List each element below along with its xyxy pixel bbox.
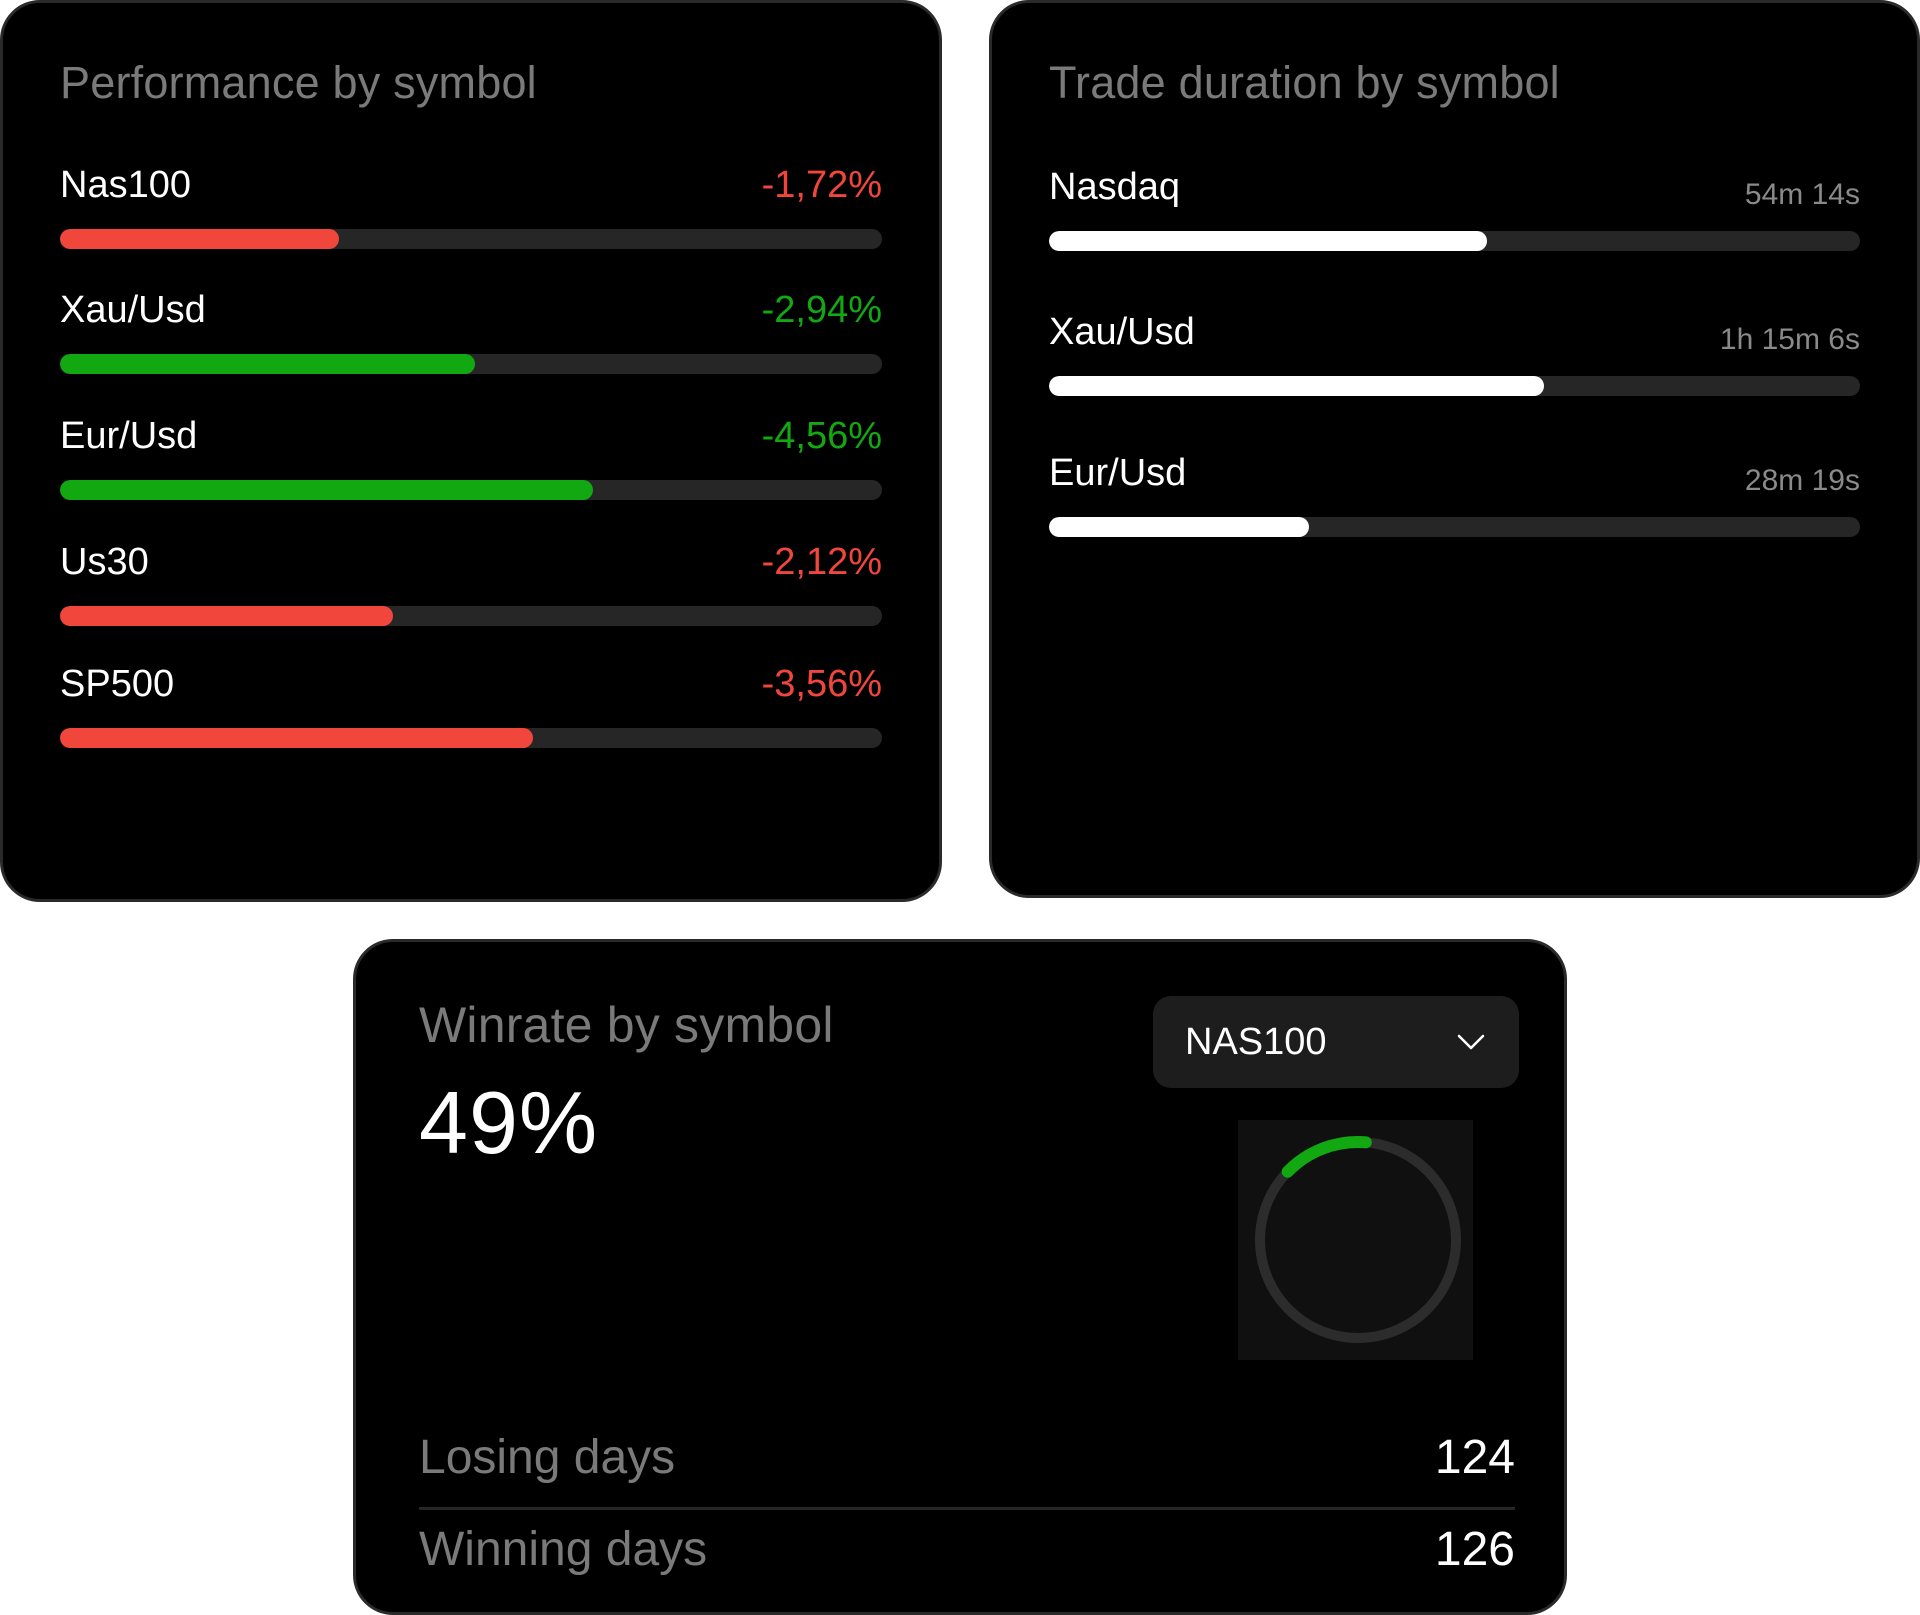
divider <box>419 1507 1515 1510</box>
duration-value: 28m 19s <box>1744 464 1860 497</box>
performance-value: -1,72% <box>761 164 882 206</box>
symbol-dropdown-value: NAS100 <box>1185 1021 1327 1063</box>
gauge-arc <box>1281 1136 1372 1178</box>
bar-track <box>60 728 882 748</box>
stat-value: 124 <box>1434 1431 1515 1484</box>
performance-value: -3,56% <box>761 663 882 705</box>
duration-value: 54m 14s <box>1744 178 1860 211</box>
duration-value: 1h 15m 6s <box>1719 323 1860 356</box>
chevron-down-icon <box>1457 1034 1485 1050</box>
bar-fill <box>1049 231 1487 251</box>
bar-fill <box>60 606 393 626</box>
winrate-gauge <box>1238 1120 1473 1360</box>
stat-row: Losing days 124 <box>419 1422 1515 1492</box>
symbol-dropdown[interactable]: NAS100 <box>1153 996 1519 1088</box>
duration-row: Xau/Usd 1h 15m 6s <box>1049 310 1860 400</box>
performance-row: Us30 -2,12% <box>60 540 882 630</box>
stat-row: Winning days 126 <box>419 1514 1515 1584</box>
symbol-label: Eur/Usd <box>1049 452 1187 494</box>
duration-row: Nasdaq 54m 14s <box>1049 165 1860 255</box>
gauge-svg <box>1255 1136 1461 1343</box>
winrate-value: 49% <box>419 1073 599 1172</box>
winrate-title: Winrate by symbol <box>419 997 834 1053</box>
bar-track <box>1049 231 1860 251</box>
stat-value: 126 <box>1434 1523 1515 1576</box>
bar-track <box>1049 376 1860 396</box>
symbol-label: Us30 <box>60 541 149 583</box>
performance-row: Eur/Usd -4,56% <box>60 414 882 504</box>
symbol-label: Xau/Usd <box>1049 311 1195 353</box>
performance-row: SP500 -3,56% <box>60 662 882 752</box>
bar-track <box>60 229 882 249</box>
stat-label: Losing days <box>419 1431 676 1484</box>
stat-label: Winning days <box>419 1523 708 1576</box>
duration-title: Trade duration by symbol <box>1049 57 1560 108</box>
bar-fill <box>1049 517 1309 537</box>
bar-track <box>60 480 882 500</box>
performance-row: Nas100 -1,72% <box>60 163 882 253</box>
performance-card: Performance by symbol Nas100 -1,72% Xau/… <box>0 0 942 902</box>
performance-title: Performance by symbol <box>60 57 537 108</box>
symbol-label: SP500 <box>60 663 175 705</box>
performance-value: -4,56% <box>761 415 882 457</box>
performance-row: Xau/Usd -2,94% <box>60 288 882 378</box>
bar-track <box>1049 517 1860 537</box>
symbol-label: Eur/Usd <box>60 415 198 457</box>
symbol-label: Xau/Usd <box>60 289 206 331</box>
winrate-card: Winrate by symbol 49% NAS100 Losing days… <box>353 939 1567 1615</box>
symbol-label: Nasdaq <box>1049 166 1180 208</box>
bar-fill <box>60 728 533 748</box>
performance-value: -2,12% <box>761 541 882 583</box>
bar-fill <box>60 229 340 249</box>
duration-row: Eur/Usd 28m 19s <box>1049 451 1860 541</box>
performance-value: -2,94% <box>761 289 882 331</box>
bar-fill <box>1049 376 1544 396</box>
bar-fill <box>60 354 476 374</box>
bar-track <box>60 354 882 374</box>
bar-track <box>60 606 882 626</box>
symbol-label: Nas100 <box>60 164 191 206</box>
duration-card: Trade duration by symbol Nasdaq 54m 14s … <box>989 0 1920 898</box>
bar-fill <box>60 480 593 500</box>
